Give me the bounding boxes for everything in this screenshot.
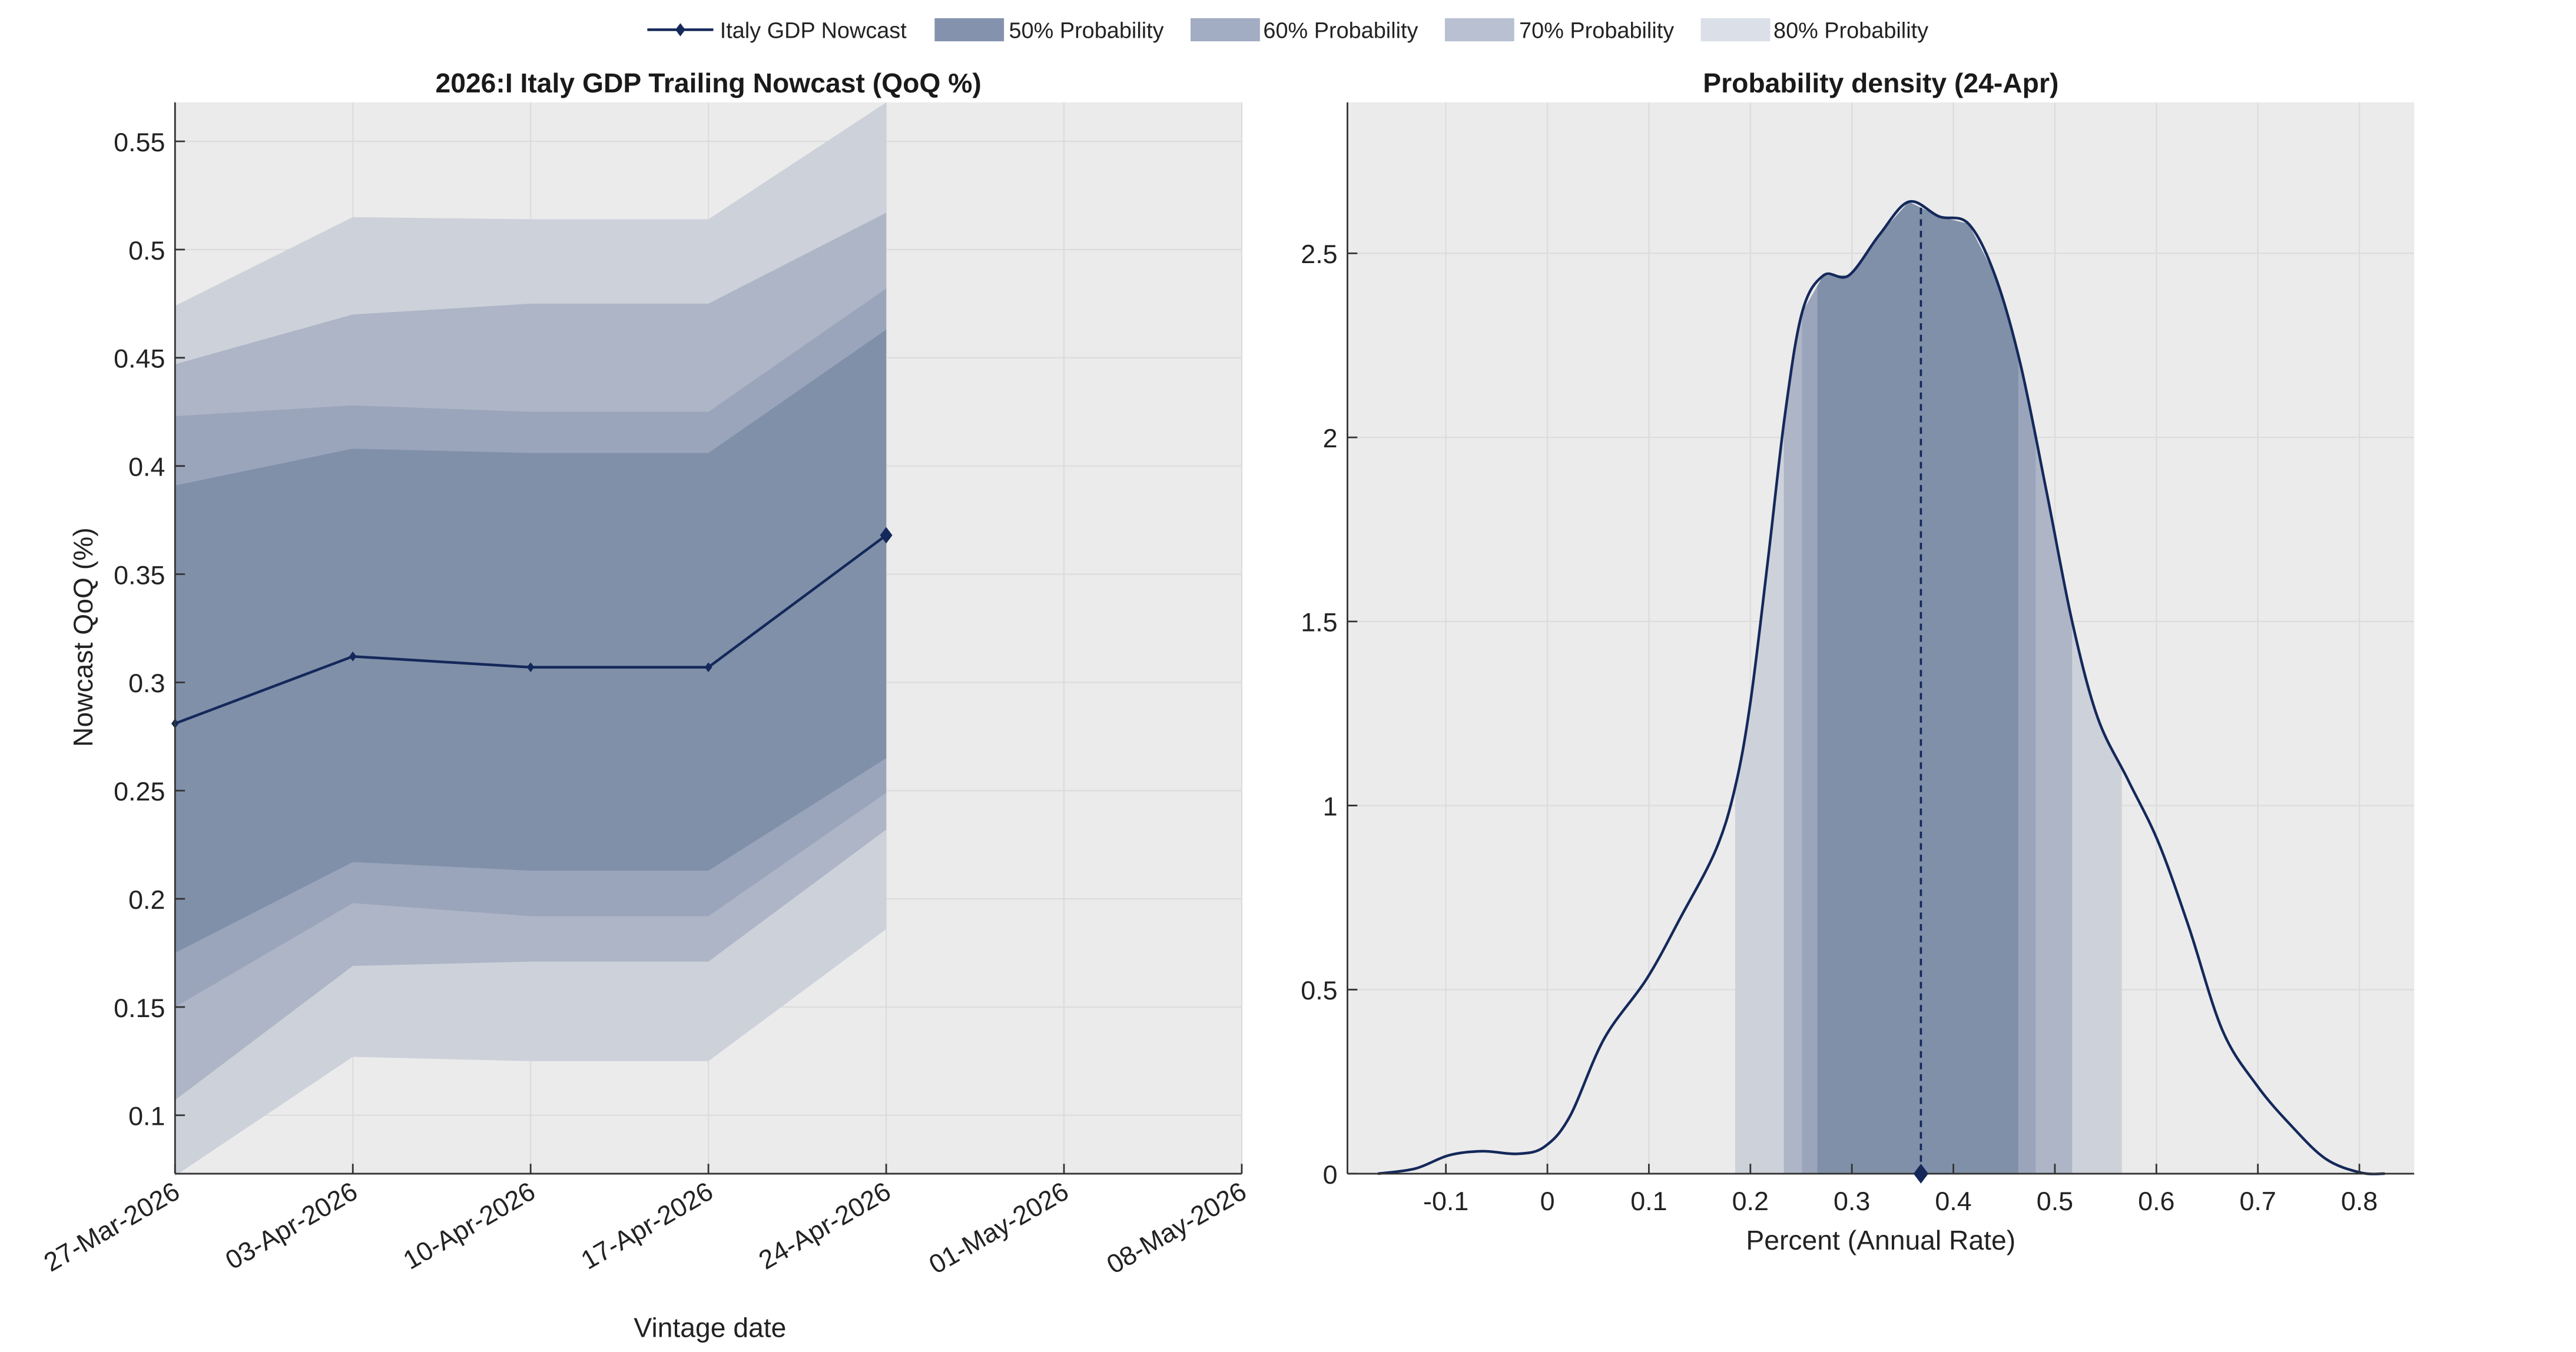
x-tick-label: 10-Apr-2026 xyxy=(398,1176,540,1275)
legend-label: Italy GDP Nowcast xyxy=(720,19,907,44)
legend-swatch-band_70 xyxy=(1444,18,1514,42)
x-axis-label: Vintage date xyxy=(634,1313,786,1343)
y-tick-label: 2.5 xyxy=(1301,239,1337,269)
x-tick-label: 0.1 xyxy=(1630,1186,1667,1216)
x-tick-label: 08-May-2026 xyxy=(1102,1176,1251,1280)
density-chart: 0 0.5 1 1.5 2 2.5 -0.1 0 0.1 0.2 0.3 0.4 0.5 0.6 0.7 0.… xyxy=(1301,68,2415,1255)
y-tick-label: 0 xyxy=(1323,1160,1338,1190)
x-tick-label: 24-Apr-2026 xyxy=(754,1176,896,1275)
chart-title: 2026:I Italy GDP Trailing Nowcast (QoQ %… xyxy=(435,68,981,98)
x-tick-label: 01-May-2026 xyxy=(924,1176,1073,1280)
x-tick-label: 0.6 xyxy=(2138,1186,2174,1216)
y-tick-label: 0.1 xyxy=(128,1101,165,1131)
legend-swatch-band_80 xyxy=(1700,18,1771,42)
chart-title: Probability density (24-Apr) xyxy=(1703,68,2058,98)
y-tick-label: 0.3 xyxy=(128,668,165,698)
y-tick-label: 0.2 xyxy=(128,885,165,915)
legend-label: 50% Probability xyxy=(1009,19,1164,44)
y-tick-label: 1.5 xyxy=(1301,607,1337,637)
band-50-percent xyxy=(175,330,887,953)
legend: Italy GDP Nowcast 50% Probability 60% Prob… xyxy=(647,18,1928,44)
x-tick-label: 0.4 xyxy=(1935,1186,1971,1216)
x-tick-label: 0.8 xyxy=(2341,1186,2378,1216)
y-tick-label: 0.15 xyxy=(114,993,165,1023)
x-axis-label: Percent (Annual Rate) xyxy=(1746,1225,2015,1255)
nowcast-point xyxy=(880,527,893,544)
y-tick-label: 0.45 xyxy=(114,344,165,374)
y-axis-label: Nowcast QoQ (%) xyxy=(68,527,98,747)
legend-swatch-band_60 xyxy=(1191,18,1260,42)
x-tick-label: 27-Mar-2026 xyxy=(39,1176,185,1278)
x-tick-label: 03-Apr-2026 xyxy=(220,1176,362,1275)
band-50-percent xyxy=(1817,201,2018,1174)
density-curve xyxy=(1377,200,2385,1175)
x-tick-label: 0.5 xyxy=(2037,1186,2073,1216)
y-tick-label: 1 xyxy=(1323,791,1338,821)
y-tick-label: 0.4 xyxy=(128,452,165,482)
x-tick-label: 17-Apr-2026 xyxy=(576,1176,718,1275)
x-tick-label: 0.3 xyxy=(1834,1186,1870,1216)
x-tick-label: -0.1 xyxy=(1423,1186,1468,1216)
y-tick-label: 0.5 xyxy=(1301,975,1337,1005)
legend-label: 70% Probability xyxy=(1519,19,1674,44)
y-tick-label: 0.55 xyxy=(114,127,165,157)
y-tick-label: 0.25 xyxy=(114,776,165,806)
x-tick-label: 0.7 xyxy=(2240,1186,2276,1216)
legend-swatch-band_50 xyxy=(934,18,1004,42)
legend-diamond-marker xyxy=(675,23,685,36)
legend-label: 60% Probability xyxy=(1263,19,1418,44)
y-tick-label: 0.35 xyxy=(114,560,165,590)
legend-label: 80% Probability xyxy=(1773,19,1928,44)
median-marker xyxy=(1913,1164,1929,1184)
y-tick-label: 2 xyxy=(1323,423,1338,453)
nowcast-chart: 0.1 0.15 0.2 0.25 0.3 0.35 0.4 0.45 0.5 0.55 27-Ma… xyxy=(39,68,1252,1343)
x-tick-label: 0.2 xyxy=(1732,1186,1769,1216)
y-tick-label: 0.5 xyxy=(128,235,165,265)
x-tick-label: 0 xyxy=(1540,1186,1555,1216)
